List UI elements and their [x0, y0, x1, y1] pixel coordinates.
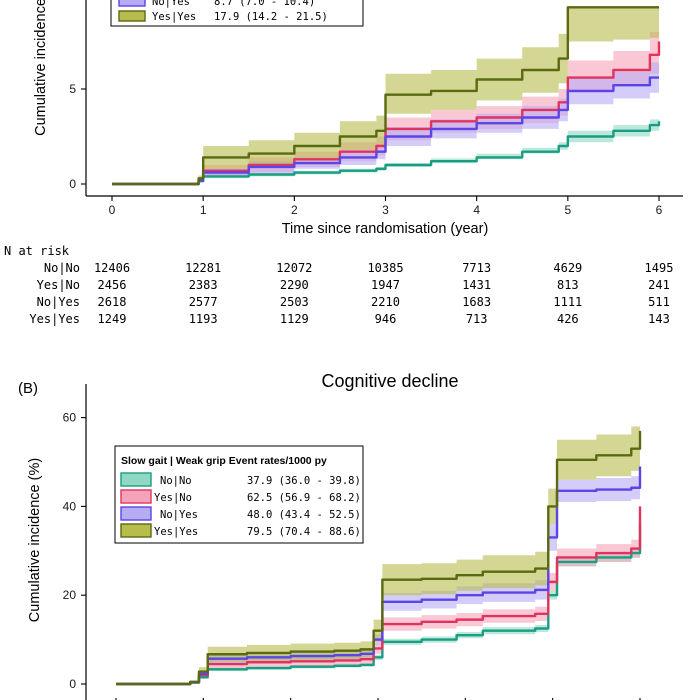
risk-cell: 713 [466, 312, 488, 326]
risk-table-title: N at risk [4, 244, 70, 258]
panel-a-lines [112, 6, 661, 186]
y-tick-label: 5 [69, 82, 76, 96]
panel-b-title: Cognitive decline [321, 371, 458, 391]
band-yes-yes [116, 406, 640, 684]
x-tick-label: 3 [382, 203, 389, 217]
x-tick-label: 4 [473, 203, 480, 217]
legend-b-label-yes-no: Yes|No [154, 492, 192, 504]
legend-b-label-no-no: No|No [160, 475, 192, 487]
panel-b-bands [116, 406, 640, 684]
panel-b: (B) Cognitive decline 0 20 40 60 Cumulative… [18, 371, 642, 700]
x-tick-label: 1 [200, 203, 207, 217]
band-no-no [112, 115, 659, 184]
legend-b-swatch-no-no [120, 472, 152, 487]
risk-cell: 4629 [553, 261, 582, 275]
series-line-no-yes [112, 76, 659, 186]
panel-a-x-label: Time since randomisation (year) [282, 221, 489, 237]
panel-a-legend: No|Yes 8.7 (7.0 - 10.4) Yes|Yes 17.9 (14… [110, 0, 364, 27]
y-tick-label: 40 [63, 499, 77, 513]
legend-rate-yes-yes: 17.9 (14.2 - 21.5) [214, 11, 328, 23]
risk-cell: 426 [557, 312, 579, 326]
x-tick-label: 0 [109, 203, 116, 217]
risk-row-label: No|No [44, 261, 80, 275]
risk-cell: 7713 [462, 261, 491, 275]
risk-cell: 1431 [462, 278, 491, 292]
risk-cell: 2618 [98, 295, 127, 309]
panel-b-y-ticks: 0 20 40 60 [63, 411, 86, 691]
risk-cell: 2290 [280, 278, 309, 292]
risk-cell: 511 [648, 295, 670, 309]
panel-a-y-ticks: 05 [69, 82, 86, 191]
risk-cell: 813 [557, 278, 579, 292]
risk-cell: 12281 [185, 261, 221, 275]
risk-cell: 12406 [94, 261, 130, 275]
risk-cell: 2383 [189, 278, 218, 292]
legend-b-rate-no-yes: 48.0 (43.4 - 52.5) [247, 509, 361, 521]
panel-a-y-label: Cumulative incidence [33, 0, 49, 136]
band-yes-no [116, 493, 640, 684]
legend-rate-no-yes: 8.7 (7.0 - 10.4) [214, 0, 315, 8]
risk-cell: 1947 [371, 278, 400, 292]
series-line-no-no [116, 524, 642, 686]
risk-cell: 2503 [280, 295, 309, 309]
panel-a-legend-box [110, 0, 364, 27]
panel-b-label: (B) [18, 380, 38, 397]
risk-cell: 10385 [367, 261, 403, 275]
series-line-yes-yes [116, 430, 642, 686]
risk-cell: 2210 [371, 295, 400, 309]
legend-b-swatch-no-yes [120, 506, 152, 521]
panel-a-x-ticks: 0 1 2 3 4 5 6 [109, 196, 663, 217]
legend-b-rate-no-no: 37.9 (36.0 - 39.8) [247, 475, 361, 487]
risk-table: N at risk No|No 12406 12281 12072 10385 7713 4… [4, 244, 673, 326]
x-tick-label: 6 [656, 203, 663, 217]
panel-b-x-ticks [115, 698, 641, 700]
risk-cell: 241 [648, 278, 670, 292]
panel-b-lines [116, 430, 642, 686]
legend-b-rate-yes-no: 62.5 (56.9 - 68.2) [247, 492, 361, 504]
risk-cell: 1193 [189, 312, 218, 326]
series-line-yes-yes [112, 6, 659, 186]
legend-b-label-no-yes: No|Yes [160, 509, 198, 521]
risk-cell: 2456 [98, 278, 127, 292]
risk-cell: 1129 [280, 312, 309, 326]
panel-a: No|Yes 8.7 (7.0 - 10.4) Yes|Yes 17.9 (14… [33, 0, 683, 237]
legend-b-rate-yes-yes: 79.5 (70.4 - 88.6) [247, 526, 361, 538]
y-tick-label: 60 [63, 411, 77, 425]
legend-swatch-yes-yes [118, 10, 146, 22]
risk-cell: 12072 [276, 261, 312, 275]
legend-b-label-yes-yes: Yes|Yes [154, 526, 198, 538]
y-tick-label: 0 [69, 177, 76, 191]
risk-cell: 2577 [189, 295, 218, 309]
panel-b-legend-box [114, 445, 364, 544]
risk-cell: 143 [648, 312, 670, 326]
panel-b-legend-title: Slow gait | Weak grip Event rates/1000 p… [121, 455, 327, 467]
panel-b-y-label: Cumulative incidence (%) [27, 458, 43, 622]
legend-b-swatch-yes-no [120, 489, 152, 504]
risk-row-label: Yes|No [37, 278, 80, 292]
x-tick-label: 2 [291, 203, 298, 217]
risk-cell: 1249 [98, 312, 127, 326]
risk-cell: 1683 [462, 295, 491, 309]
legend-b-swatch-yes-yes [120, 523, 152, 538]
series-line-no-no [112, 121, 661, 186]
y-tick-label: 0 [69, 677, 76, 691]
panel-b-legend: Slow gait | Weak grip Event rates/1000 p… [114, 445, 364, 544]
y-tick-label: 20 [63, 588, 77, 602]
risk-cell: 1111 [553, 295, 582, 309]
legend-swatch-no-yes [118, 0, 146, 7]
risk-cell: 946 [375, 312, 397, 326]
legend-label-no-yes: No|Yes [152, 0, 190, 8]
risk-row-label: No|Yes [37, 295, 80, 309]
legend-label-yes-yes: Yes|Yes [152, 11, 196, 23]
risk-row-label: Yes|Yes [29, 312, 80, 326]
band-no-yes [112, 62, 659, 184]
x-tick-label: 5 [564, 203, 571, 217]
risk-cell: 1495 [645, 261, 674, 275]
